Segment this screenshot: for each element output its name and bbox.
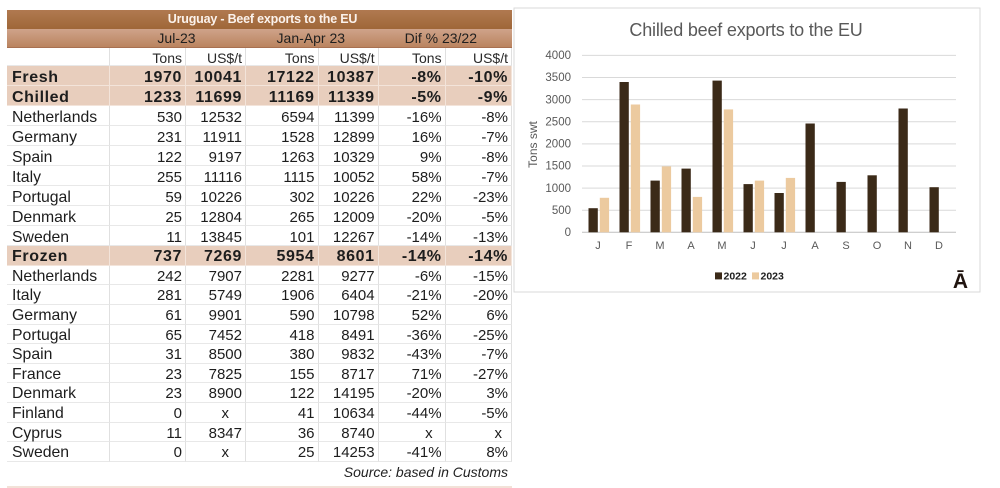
svg-text:A: A	[811, 240, 819, 252]
svg-text:2023: 2023	[761, 271, 785, 283]
svg-text:J: J	[750, 240, 756, 252]
svg-text:D: D	[935, 240, 943, 252]
svg-text:2000: 2000	[545, 139, 571, 151]
svg-text:M: M	[655, 240, 664, 252]
svg-text:1000: 1000	[545, 183, 571, 195]
svg-text:A: A	[687, 240, 695, 252]
svg-text:Tons swt: Tons swt	[526, 120, 540, 167]
svg-text:500: 500	[552, 205, 571, 217]
svg-text:J: J	[781, 240, 787, 252]
svg-text:N: N	[904, 240, 912, 252]
svg-text:J: J	[595, 240, 601, 252]
svg-text:3000: 3000	[545, 94, 571, 106]
svg-text:M: M	[717, 240, 726, 252]
svg-text:3500: 3500	[545, 72, 571, 84]
svg-text:1500: 1500	[545, 161, 571, 173]
svg-text:O: O	[873, 240, 882, 252]
svg-text:0: 0	[565, 227, 571, 239]
svg-text:4000: 4000	[545, 50, 571, 62]
svg-text:Chilled beef exports to the EU: Chilled beef exports to the EU	[629, 20, 862, 40]
svg-text:Ā: Ā	[953, 270, 968, 293]
svg-text:2500: 2500	[545, 117, 571, 129]
svg-text:S: S	[842, 240, 849, 252]
svg-text:2022: 2022	[724, 271, 748, 283]
svg-text:F: F	[626, 240, 633, 252]
